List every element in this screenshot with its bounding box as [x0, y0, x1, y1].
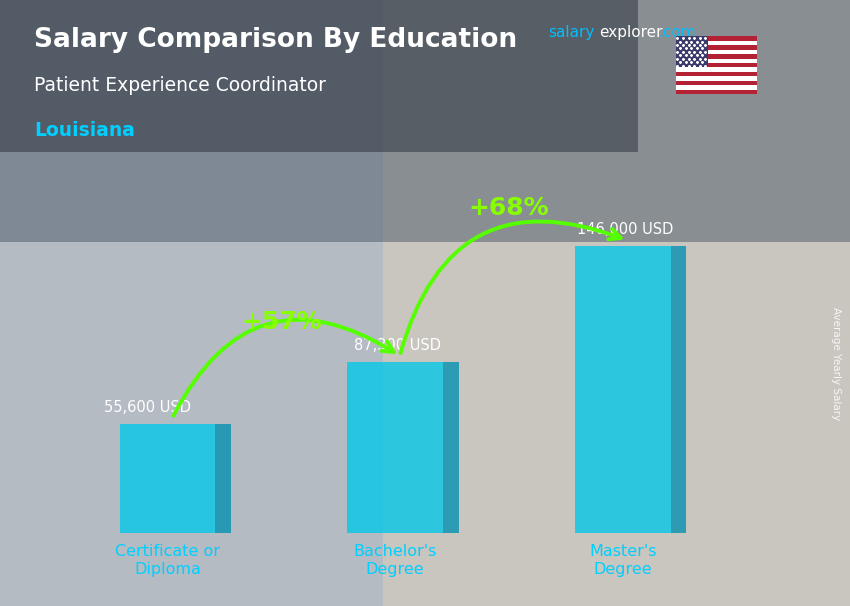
- Text: Patient Experience Coordinator: Patient Experience Coordinator: [34, 76, 326, 95]
- Polygon shape: [215, 424, 231, 533]
- Text: salary: salary: [548, 25, 595, 41]
- Bar: [382, 0, 850, 606]
- Text: +57%: +57%: [241, 310, 322, 334]
- Bar: [0, 0, 382, 606]
- Bar: [676, 41, 756, 45]
- Bar: [0, 0, 638, 152]
- Text: 87,300 USD: 87,300 USD: [354, 338, 441, 353]
- Polygon shape: [671, 246, 687, 533]
- Bar: [676, 63, 756, 67]
- Bar: [676, 36, 708, 67]
- Bar: [348, 362, 443, 533]
- Bar: [575, 246, 671, 533]
- Text: Louisiana: Louisiana: [34, 121, 135, 140]
- Text: .com: .com: [659, 25, 696, 41]
- Bar: [676, 36, 756, 41]
- Text: explorer: explorer: [599, 25, 663, 41]
- Bar: [676, 59, 756, 63]
- Bar: [676, 85, 756, 90]
- Bar: [676, 90, 756, 94]
- Text: Average Yearly Salary: Average Yearly Salary: [830, 307, 841, 420]
- Text: +68%: +68%: [468, 196, 549, 221]
- Bar: [676, 81, 756, 85]
- Polygon shape: [443, 362, 459, 533]
- Text: 55,600 USD: 55,600 USD: [104, 400, 191, 415]
- Bar: [676, 50, 756, 54]
- Bar: [0, 0, 850, 242]
- Text: Salary Comparison By Education: Salary Comparison By Education: [34, 27, 517, 53]
- Bar: [676, 76, 756, 81]
- Bar: [120, 424, 215, 533]
- Bar: [676, 54, 756, 59]
- Bar: [676, 45, 756, 50]
- Text: 146,000 USD: 146,000 USD: [577, 222, 673, 238]
- Bar: [676, 67, 756, 72]
- Bar: [676, 72, 756, 76]
